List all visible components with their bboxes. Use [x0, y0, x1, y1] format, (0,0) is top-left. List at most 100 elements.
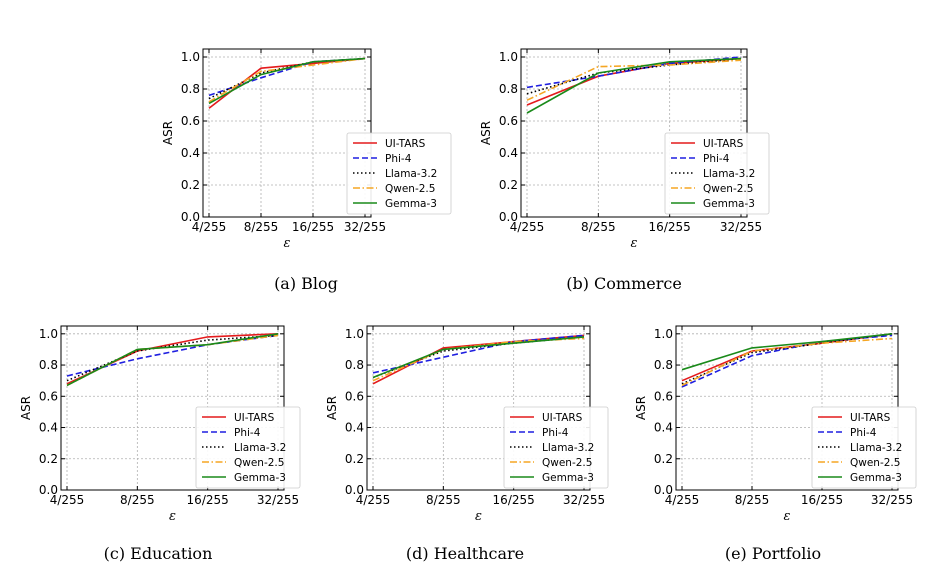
legend: UI-TARS Phi-4 Llama-3.2 Qwen-2.5 Gemma-3 — [503, 406, 609, 489]
series-line-qwen-2-5 — [372, 337, 585, 382]
x-tick-label: 16/255 — [292, 220, 334, 234]
chart-panel-4: 0.0 0.2 0.4 0.6 0.8 1.0 4/255 8/255 16/255 32/255… — [325, 325, 609, 563]
legend-label: Phi-4 — [542, 427, 569, 439]
y-axis-label: ASR — [325, 396, 339, 420]
x-tick-label: 16/255 — [187, 493, 229, 507]
legend: UI-TARS Phi-4 Llama-3.2 Qwen-2.5 Gemma-3 — [811, 406, 917, 489]
legend-label: Llama-3.2 — [385, 168, 437, 180]
chart-panel-3: 0.0 0.2 0.4 0.6 0.8 1.0 4/255 8/255 16/255 32/255… — [19, 325, 301, 563]
series-line-phi-4 — [681, 334, 893, 388]
y-tick-label: 1.0 — [499, 50, 518, 64]
panel-caption: (e) Portfolio — [725, 544, 821, 563]
legend-label: Phi-4 — [234, 427, 261, 439]
y-tick-label: 0.2 — [39, 452, 58, 466]
legend-box — [811, 406, 917, 489]
x-tick-label: 4/255 — [356, 493, 391, 507]
series-line-llama-3-2 — [208, 57, 366, 100]
legend-label: Phi-4 — [385, 153, 412, 165]
legend-label: Qwen-2.5 — [234, 457, 284, 469]
y-tick-label: 1.0 — [654, 327, 673, 341]
x-tick-label: 8/255 — [244, 220, 279, 234]
x-axis-label: ε — [284, 236, 291, 251]
x-tick-label: 4/255 — [510, 220, 545, 234]
y-tick-label: 0.2 — [345, 452, 364, 466]
legend-label: Phi-4 — [850, 427, 877, 439]
panel-caption: (d) Healthcare — [406, 544, 524, 563]
legend-label: Qwen-2.5 — [542, 457, 592, 469]
y-tick-label: 0.8 — [654, 358, 673, 372]
y-tick-label: 0.0 — [345, 483, 364, 497]
series-line-gemma-3 — [208, 57, 366, 105]
y-tick-label: 0.0 — [181, 210, 200, 224]
series-line-gemma-3 — [372, 336, 585, 379]
legend-label: UI-TARS — [542, 412, 583, 424]
series-line-ui-tars — [66, 333, 279, 385]
x-tick-label: 16/255 — [801, 493, 843, 507]
y-tick-label: 1.0 — [345, 327, 364, 341]
y-tick-label: 1.0 — [39, 327, 58, 341]
x-tick-label: 8/255 — [581, 220, 616, 234]
legend-label: UI-TARS — [234, 412, 275, 424]
y-axis-label: ASR — [19, 396, 33, 420]
series-line-qwen-2-5 — [526, 59, 742, 101]
legend-label: Llama-3.2 — [850, 442, 902, 454]
y-tick-label: 0.8 — [345, 358, 364, 372]
x-axis-label: ε — [475, 509, 482, 524]
x-tick-label: 32/255 — [257, 493, 299, 507]
legend-label: Llama-3.2 — [703, 168, 755, 180]
chart-panel-1: 0.0 0.2 0.4 0.6 0.8 1.0 4/255 8/255 16/255 32/255… — [161, 48, 452, 293]
legend-box — [664, 132, 770, 215]
x-axis-label: ε — [784, 509, 791, 524]
x-tick-label: 16/255 — [649, 220, 691, 234]
legend-label: Llama-3.2 — [234, 442, 286, 454]
legend-label: Qwen-2.5 — [385, 183, 435, 195]
y-tick-label: 0.2 — [499, 178, 518, 192]
x-tick-label: 32/255 — [720, 220, 762, 234]
y-tick-label: 0.4 — [654, 421, 673, 435]
legend-label: UI-TARS — [703, 138, 744, 150]
y-tick-label: 0.6 — [181, 114, 200, 128]
legend-label: Gemma-3 — [850, 472, 902, 484]
series-line-llama-3-2 — [372, 336, 585, 379]
x-tick-label: 8/255 — [426, 493, 461, 507]
y-tick-label: 0.6 — [654, 389, 673, 403]
y-tick-label: 0.2 — [654, 452, 673, 466]
legend-label: Gemma-3 — [542, 472, 594, 484]
series-line-llama-3-2 — [66, 334, 279, 382]
legend-label: Phi-4 — [703, 153, 730, 165]
y-tick-label: 0.6 — [499, 114, 518, 128]
y-axis-label: ASR — [634, 396, 648, 420]
x-tick-label: 8/255 — [120, 493, 155, 507]
legend-label: Gemma-3 — [703, 198, 755, 210]
legend: UI-TARS Phi-4 Llama-3.2 Qwen-2.5 Gemma-3 — [346, 132, 452, 215]
series-line-gemma-3 — [526, 57, 742, 114]
x-tick-label: 32/255 — [344, 220, 386, 234]
legend-label: Qwen-2.5 — [850, 457, 900, 469]
y-tick-label: 0.8 — [499, 82, 518, 96]
x-tick-label: 4/255 — [50, 493, 85, 507]
series-line-qwen-2-5 — [66, 334, 279, 387]
legend-label: Gemma-3 — [234, 472, 286, 484]
y-tick-label: 0.4 — [39, 421, 58, 435]
y-tick-label: 1.0 — [181, 50, 200, 64]
series-line-qwen-2-5 — [681, 337, 893, 387]
y-tick-label: 0.6 — [39, 389, 58, 403]
series-line-llama-3-2 — [526, 57, 742, 95]
series-line-ui-tars — [681, 333, 893, 382]
y-tick-label: 0.8 — [39, 358, 58, 372]
y-tick-label: 0.0 — [39, 483, 58, 497]
y-tick-label: 0.0 — [499, 210, 518, 224]
y-axis-label: ASR — [479, 121, 493, 145]
y-tick-label: 0.4 — [181, 146, 200, 160]
legend-box — [503, 406, 609, 489]
series-line-ui-tars — [208, 57, 366, 109]
panel-caption: (c) Education — [104, 544, 213, 563]
series-line-llama-3-2 — [681, 333, 893, 385]
legend-box — [346, 132, 452, 215]
y-tick-label: 0.2 — [181, 178, 200, 192]
panel-caption: (a) Blog — [274, 274, 338, 293]
y-axis-label: ASR — [161, 121, 175, 145]
y-tick-label: 0.0 — [654, 483, 673, 497]
y-tick-label: 0.6 — [345, 389, 364, 403]
